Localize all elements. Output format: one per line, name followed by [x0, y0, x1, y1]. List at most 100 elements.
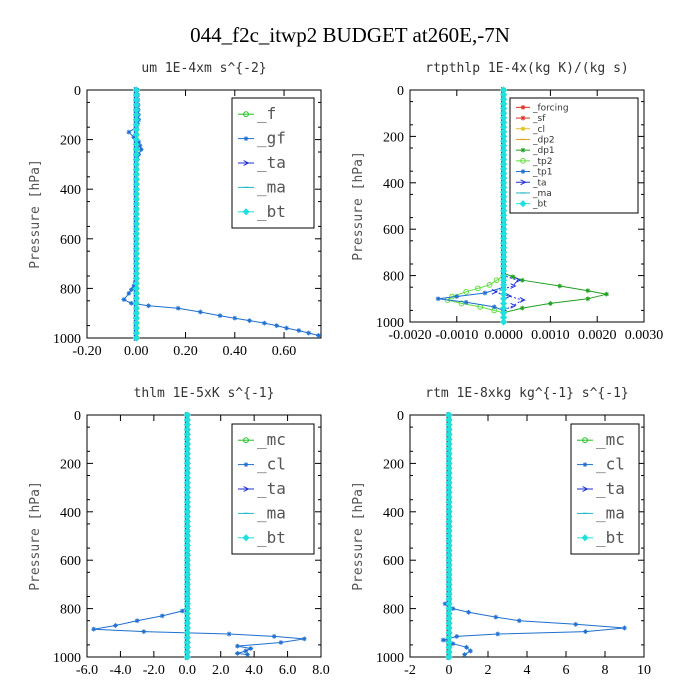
- series-marker: [493, 277, 500, 284]
- y-tick-label: 400: [60, 183, 81, 198]
- x-tick-label: 4: [524, 663, 531, 678]
- series-marker: [232, 315, 238, 321]
- series-marker: [316, 333, 321, 338]
- legend-label: _dp1: [532, 146, 555, 156]
- legend-label: _mc: [596, 430, 625, 449]
- y-tick-label: 1000: [53, 332, 81, 347]
- x-tick-label: 0.0020: [578, 328, 617, 343]
- legend-label: _f: [257, 104, 276, 123]
- series-marker: [557, 283, 563, 289]
- legend-label: _tp1: [532, 168, 552, 178]
- y-axis-label: Pressure [hPa]: [28, 481, 43, 591]
- series-marker: [226, 631, 232, 637]
- legend-label: _cl: [257, 455, 286, 474]
- plot-frame: [409, 89, 645, 323]
- x-tick-label: 2.0: [212, 663, 230, 678]
- series-marker: [510, 302, 517, 309]
- figure-title: 044_f2c_itwp2 BUDGET at260E,-7N: [190, 23, 510, 47]
- series-tp2: [444, 87, 507, 316]
- legend-marker: [243, 462, 249, 467]
- series-marker: [128, 287, 134, 293]
- series-marker: [493, 614, 499, 620]
- legend-marker: [520, 147, 526, 153]
- series-marker: [505, 293, 512, 299]
- series-marker: [491, 288, 498, 295]
- y-tick-label: 800: [383, 270, 404, 285]
- legend-label: _forcing: [532, 103, 569, 113]
- y-tick-label: 200: [383, 457, 404, 472]
- y-tick-label: 0: [397, 409, 404, 424]
- series-marker: [301, 636, 307, 642]
- series-marker: [450, 641, 456, 647]
- legend-label: _ma: [257, 177, 286, 196]
- legend-label: _cl: [596, 455, 625, 474]
- legend-marker: [243, 160, 250, 166]
- series-marker: [450, 606, 456, 611]
- x-tick-label: -4.0: [109, 663, 131, 678]
- legend: _f _gf _ta _ma _bt: [231, 97, 315, 229]
- x-tick-label: 0.00: [124, 344, 149, 359]
- series-marker: [486, 281, 493, 288]
- legend-label: _ta: [257, 479, 286, 498]
- y-axis-label: Pressure [hPa]: [351, 481, 366, 591]
- series-marker: [183, 653, 191, 661]
- legend-marker: [519, 200, 527, 208]
- legend: _mc _cl _ta _ma _bt: [231, 423, 315, 555]
- series-marker: [573, 621, 579, 627]
- legend-label: _dp2: [532, 135, 555, 145]
- series-marker: [454, 634, 460, 639]
- series-marker: [296, 328, 302, 333]
- legend-label: _bt: [532, 200, 547, 210]
- legend-label: _tp2: [532, 157, 552, 167]
- series-marker: [243, 648, 249, 654]
- series-marker: [548, 301, 553, 306]
- series-marker: [113, 623, 118, 628]
- legend-marker: [582, 437, 588, 444]
- y-tick-label: 1000: [376, 651, 404, 666]
- x-tick-label: 6: [563, 663, 570, 678]
- series-marker: [463, 288, 470, 295]
- series-marker: [482, 290, 488, 296]
- series-marker: [468, 648, 473, 654]
- series-bt: [132, 86, 140, 342]
- y-tick-label: 400: [383, 177, 404, 192]
- series-marker: [91, 626, 97, 632]
- series-marker: [235, 643, 240, 649]
- series-marker: [247, 318, 252, 324]
- series-marker: [464, 644, 469, 650]
- series-marker: [274, 323, 280, 328]
- series-marker: [126, 290, 132, 296]
- chart-panel-4: rtm 1E-8xkg kg^{-1} s^{-1} Pressure [hPa]…: [351, 386, 651, 678]
- y-tick-label: 200: [60, 134, 81, 149]
- series-marker: [284, 325, 289, 331]
- y-tick-label: 800: [60, 282, 81, 297]
- series-marker: [622, 625, 627, 631]
- x-tick-label: 4.0: [245, 663, 263, 678]
- legend-label: _ma: [257, 503, 286, 522]
- chart-panels: um 1E-4xm s^{-2}Pressure [hPa]0200400600…: [28, 61, 663, 678]
- y-tick-label: 600: [383, 223, 404, 238]
- series-marker: [126, 129, 132, 135]
- series-marker: [175, 305, 181, 311]
- x-tick-label: 0.0010: [531, 328, 570, 343]
- series-marker: [146, 303, 151, 309]
- series-marker: [121, 297, 127, 302]
- y-axis-label: Pressure [hPa]: [28, 159, 43, 269]
- series-marker: [458, 300, 465, 307]
- x-tick-label: -0.20: [72, 344, 101, 359]
- chart-title: um 1E-4xm s^{-2}: [141, 61, 266, 76]
- legend-marker: [581, 534, 589, 542]
- legend-marker: [243, 111, 249, 118]
- series-marker: [491, 304, 497, 310]
- legend-label: _bt: [596, 528, 625, 547]
- x-tick-label: -2.0: [143, 663, 165, 678]
- legend-label: _bt: [257, 528, 286, 547]
- y-tick-label: 1000: [376, 316, 404, 331]
- legend-marker: [243, 486, 250, 492]
- y-tick-label: 0: [74, 84, 81, 99]
- y-tick-label: 0: [74, 409, 81, 424]
- series-marker: [179, 608, 185, 614]
- y-axis-label: Pressure [hPa]: [351, 151, 366, 261]
- legend-marker: [243, 437, 249, 444]
- legend-label: _ta: [596, 479, 625, 498]
